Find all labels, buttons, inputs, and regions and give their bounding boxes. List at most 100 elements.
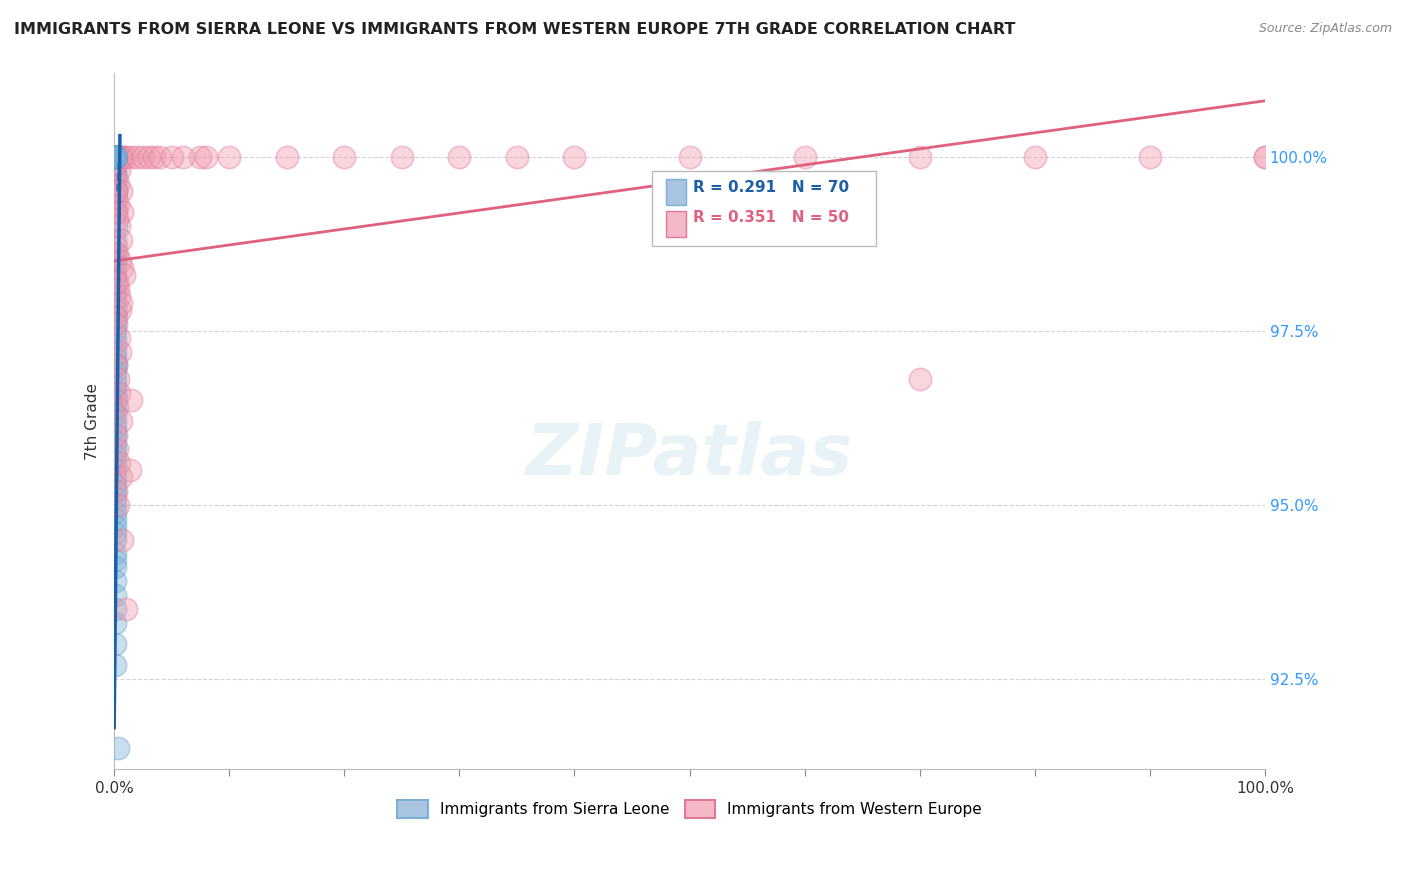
Point (107, 372, 129, 386)
Point (103, 149, 125, 163)
Point (103, 337, 125, 351)
Point (107, 442, 129, 456)
Point (908, 149, 931, 163)
Point (104, 379, 127, 393)
Point (104, 185, 127, 199)
Point (104, 219, 127, 234)
Point (104, 149, 127, 163)
Point (120, 149, 142, 163)
Point (104, 205, 127, 219)
Point (120, 463, 142, 477)
Point (276, 149, 298, 163)
Point (104, 149, 127, 163)
Point (104, 310, 127, 324)
Point (333, 149, 356, 163)
Point (108, 163, 131, 178)
Point (104, 407, 127, 421)
Point (103, 470, 125, 484)
Point (120, 393, 142, 408)
Point (105, 240, 128, 254)
Point (112, 268, 135, 282)
Point (104, 386, 127, 401)
Point (391, 149, 413, 163)
Point (111, 149, 134, 163)
Point (108, 149, 131, 163)
Point (105, 170, 128, 185)
Point (104, 178, 127, 192)
Point (1254, 149, 1277, 163)
Point (104, 330, 127, 344)
Point (793, 149, 815, 163)
Point (104, 476, 127, 491)
Point (111, 205, 134, 219)
Point (104, 498, 127, 512)
Point (104, 289, 127, 303)
Point (110, 233, 132, 247)
Point (104, 254, 127, 268)
Text: R = 0.351   N = 50: R = 0.351 N = 50 (693, 210, 849, 225)
Point (104, 275, 127, 289)
Point (104, 428, 127, 442)
Point (103, 254, 125, 268)
Point (107, 219, 129, 234)
Point (104, 149, 127, 163)
Point (104, 149, 127, 163)
Point (105, 275, 128, 289)
Point (105, 212, 128, 227)
Point (104, 302, 127, 317)
Point (114, 602, 136, 616)
Point (108, 254, 131, 268)
Point (104, 149, 127, 163)
Point (143, 149, 166, 163)
Point (108, 386, 131, 401)
Point (1024, 149, 1046, 163)
Point (108, 344, 131, 359)
Point (110, 470, 132, 484)
Point (107, 198, 129, 212)
Point (111, 260, 134, 275)
Point (104, 233, 127, 247)
Point (104, 185, 127, 199)
Point (506, 149, 529, 163)
Point (104, 282, 127, 296)
Point (104, 149, 127, 163)
Point (1139, 149, 1161, 163)
Point (104, 637, 127, 651)
Point (108, 302, 131, 317)
Point (104, 435, 127, 450)
Point (104, 546, 127, 560)
Text: Source: ZipAtlas.com: Source: ZipAtlas.com (1258, 22, 1392, 36)
Point (104, 365, 127, 379)
Point (104, 149, 127, 163)
Point (107, 178, 129, 192)
Point (104, 491, 127, 505)
Point (104, 588, 127, 602)
Point (104, 149, 127, 163)
Point (104, 372, 127, 386)
Point (104, 560, 127, 574)
Text: ZIPatlas: ZIPatlas (526, 421, 853, 491)
Point (105, 359, 128, 373)
Point (908, 372, 931, 386)
Point (104, 295, 127, 310)
Point (110, 414, 132, 428)
Point (103, 616, 125, 631)
Point (104, 525, 127, 540)
Point (107, 498, 129, 512)
Point (172, 149, 194, 163)
Point (104, 393, 127, 408)
Point (104, 170, 127, 185)
Point (104, 533, 127, 547)
Point (104, 310, 127, 324)
Point (1254, 149, 1277, 163)
Point (105, 205, 128, 219)
Point (105, 401, 128, 415)
Point (103, 505, 125, 519)
Point (104, 463, 127, 477)
Y-axis label: 7th Grade: 7th Grade (86, 383, 100, 459)
Point (103, 414, 125, 428)
Point (104, 275, 127, 289)
Point (104, 442, 127, 456)
Text: IMMIGRANTS FROM SIERRA LEONE VS IMMIGRANTS FROM WESTERN EUROPE 7TH GRADE CORRELA: IMMIGRANTS FROM SIERRA LEONE VS IMMIGRAN… (14, 22, 1015, 37)
Point (104, 518, 127, 533)
